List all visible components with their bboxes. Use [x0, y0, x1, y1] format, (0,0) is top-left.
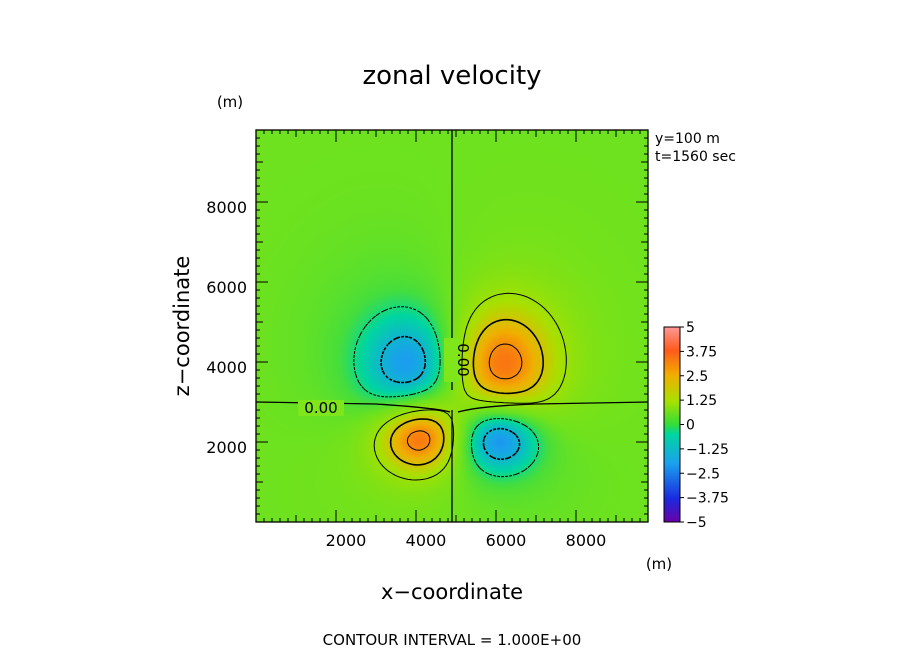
- y-tick-label: 8000: [206, 198, 247, 217]
- x-unit-label: (m): [646, 555, 672, 573]
- contour-interval-footer: CONTOUR INTERVAL = 1.000E+00: [323, 631, 582, 649]
- contour-line: [373, 292, 567, 481]
- annotation-t: t=1560 sec: [655, 149, 736, 165]
- contour-label-vertical-bg: [444, 338, 460, 382]
- contour-label-bg: [298, 400, 344, 416]
- colorbar-tick-label: 2.5: [686, 369, 708, 385]
- y-unit-label: (m): [217, 93, 243, 111]
- colorbar: [663, 326, 681, 523]
- x-tick-label: 8000: [566, 531, 607, 550]
- chart-title: zonal velocity: [362, 61, 541, 91]
- contour-label-vertical: 0.00: [454, 343, 472, 376]
- contour-line: [353, 306, 540, 478]
- axis-ticks: [256, 130, 648, 522]
- x-axis-label: x−coordinate: [381, 580, 523, 604]
- y-axis-label: z−coordinate: [170, 256, 194, 397]
- x-tick-label: 6000: [486, 531, 527, 550]
- colorbar-tick-label: −5: [686, 515, 707, 531]
- contour-lines: [256, 130, 648, 522]
- colorbar-tick-label: 5: [686, 320, 695, 336]
- colorbar-tick-label: −1.25: [686, 442, 729, 458]
- colorbar-tick-label: −3.75: [686, 491, 729, 507]
- annotation-y: y=100 m: [655, 131, 720, 147]
- zero-contour-line: [256, 130, 648, 522]
- x-tick-label: 4000: [406, 531, 447, 550]
- contour-line: [389, 318, 544, 466]
- colorbar-ticks: 5 3.75 2.5 1.25 0 −1.25 −2.5 −3.75 −5: [680, 320, 729, 531]
- y-tick-label: 6000: [206, 278, 247, 297]
- colorbar-tick-label: −2.5: [686, 466, 720, 482]
- y-tick-label: 2000: [206, 438, 247, 457]
- y-tick-label: 4000: [206, 358, 247, 377]
- colorbar-tick-label: 1.25: [686, 393, 717, 409]
- colorbar-tick-label: 0: [686, 418, 695, 434]
- colorbar-tick-label: 3.75: [686, 344, 717, 360]
- plot-frame: [255, 129, 649, 523]
- contour-line: [380, 335, 521, 461]
- contour-line: [406, 343, 523, 451]
- x-tick-label: 2000: [326, 531, 367, 550]
- heatmap-field: [256, 130, 648, 522]
- contour-label-horizontal: 0.00: [304, 399, 337, 417]
